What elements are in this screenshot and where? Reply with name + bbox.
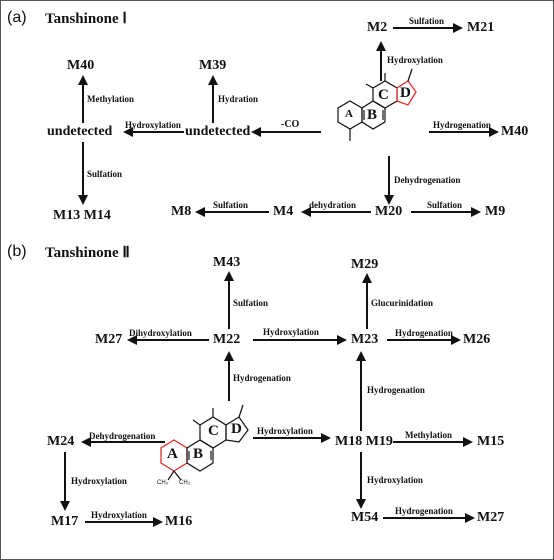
node-m18-m19: M18 M19 (335, 434, 393, 449)
methyl-label: CH₃ (179, 480, 191, 486)
node-m8: M8 (171, 204, 192, 219)
reaction-dehydrogenation: Dehydrogenation (89, 431, 156, 441)
reaction-hydrogenation: Hydrogenation (395, 328, 453, 338)
reaction-hydroxylation: Hydroxylation (91, 510, 147, 520)
node-m43: M43 (213, 255, 241, 270)
reaction-co-loss: -CO (281, 119, 300, 130)
node-m27-bottom: M27 (477, 510, 505, 525)
node-undetected-mid: undetected (185, 124, 251, 139)
node-m16: M16 (165, 514, 193, 529)
reaction-hydroxylation: Hydroxylation (263, 327, 319, 337)
node-m39: M39 (199, 58, 227, 73)
reaction-methylation: Methylation (405, 430, 452, 440)
reaction-hydroxylation: Hydroxylation (125, 120, 181, 130)
reaction-glucuronidation: Glucurinidation (371, 298, 434, 308)
node-m26: M26 (463, 332, 491, 347)
reaction-hydroxylation: Hydroxylation (387, 55, 443, 65)
panel-b-label: (b) (7, 243, 27, 260)
node-m17: M17 (51, 514, 79, 529)
reaction-hydrogenation: Hydrogenation (395, 506, 453, 516)
reaction-methylation: Methylation (87, 94, 134, 104)
panel-b-title: Tanshinone Ⅱ (45, 245, 130, 261)
reaction-hydration: Hydration (218, 94, 259, 104)
node-m22: M22 (213, 332, 241, 347)
node-undetected-left: undetected (47, 124, 113, 139)
node-m40-top: M40 (67, 58, 95, 73)
node-m54: M54 (351, 510, 379, 525)
node-m13-m14: M13 M14 (53, 208, 111, 223)
ring-label-d: D (400, 85, 411, 101)
tanshinone-ii-structure (160, 404, 249, 481)
reaction-sulfation: Sulfation (233, 298, 269, 308)
node-m40-right: M40 (501, 124, 529, 139)
ring-label-d: D (231, 421, 242, 437)
ring-label-a: A (345, 108, 353, 120)
reaction-hydrogenation: Hydrogenation (433, 120, 491, 130)
methyl-label: CH₃ (157, 480, 169, 486)
reaction-dihydroxylation: Dihydroxylation (129, 328, 192, 338)
node-m29: M29 (351, 257, 379, 272)
node-m27-top: M27 (95, 332, 123, 347)
reaction-sulfation: Sulfation (213, 200, 249, 210)
ring-label-a: A (167, 446, 178, 462)
node-m24: M24 (47, 434, 75, 449)
reaction-sulfation: Sulfation (409, 16, 445, 26)
ring-label-c: C (378, 87, 389, 103)
node-m23: M23 (351, 332, 379, 347)
reaction-sulfation: Sulfation (87, 169, 123, 179)
reaction-sulfation: Sulfation (427, 200, 463, 210)
ring-label-b: B (367, 107, 378, 123)
node-m4: M4 (273, 204, 294, 219)
panel-a-label: (a) (7, 9, 27, 26)
reaction-dehydration: dehydration (309, 200, 357, 210)
node-m15: M15 (477, 434, 505, 449)
node-m21: M21 (467, 20, 495, 35)
panel-a-title: Tanshinone Ⅰ (45, 11, 127, 27)
reaction-hydroxylation: Hydroxylation (367, 475, 423, 485)
node-m20: M20 (375, 204, 403, 219)
node-m9: M9 (485, 204, 506, 219)
reaction-hydrogenation: Hydrogenation (233, 373, 291, 383)
reaction-dehydrogenation: Dehydrogenation (394, 175, 461, 185)
ring-label-b: B (193, 446, 204, 462)
reaction-hydroxylation: Hydroxylation (71, 476, 127, 486)
ring-label-c: C (208, 423, 219, 439)
reaction-hydrogenation: Hydrogenation (367, 385, 425, 395)
tanshinone-i-structure (337, 68, 417, 141)
node-m2: M2 (367, 20, 388, 35)
reaction-hydroxylation: Hydroxylation (257, 426, 313, 436)
